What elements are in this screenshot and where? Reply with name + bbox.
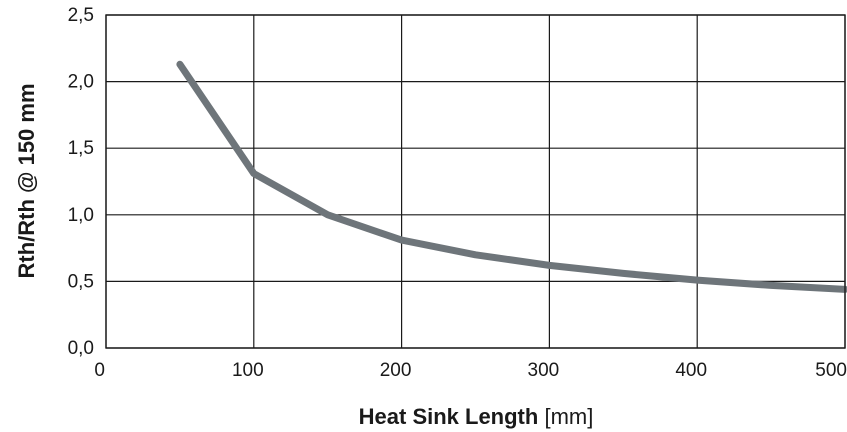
x-tick-label: 200 — [380, 360, 412, 381]
x-tick-labels: 0 100 200 300 400 500 — [94, 360, 847, 381]
x-tick-label: 500 — [815, 360, 847, 381]
y-tick-label: 1,5 — [68, 138, 94, 159]
y-tick-label: 0,0 — [68, 338, 94, 359]
x-tick-label: 100 — [232, 360, 264, 381]
y-tick-label: 2,0 — [68, 72, 94, 93]
x-axis-title: Heat Sink Length — [359, 404, 539, 429]
y-tick-label: 1,0 — [68, 205, 94, 226]
x-axis-unit: [mm] — [544, 404, 593, 429]
series-group — [176, 60, 847, 293]
y-tick-labels: 0,0 0,5 1,0 1,5 2,0 2,5 — [68, 5, 94, 359]
y-tick-label: 2,5 — [68, 5, 94, 26]
plot-frame — [105, 14, 846, 349]
y-axis-label: Rth/Rth @ 150 mm — [14, 83, 39, 278]
y-tick-label: 0,5 — [68, 271, 94, 292]
x-tick-label: 300 — [528, 360, 560, 381]
x-tick-label: 400 — [675, 360, 707, 381]
grid — [105, 14, 846, 349]
x-axis-label: Heat Sink Length [mm] — [359, 404, 594, 429]
series-line-0 — [176, 60, 847, 293]
x-tick-label: 0 — [94, 360, 105, 381]
